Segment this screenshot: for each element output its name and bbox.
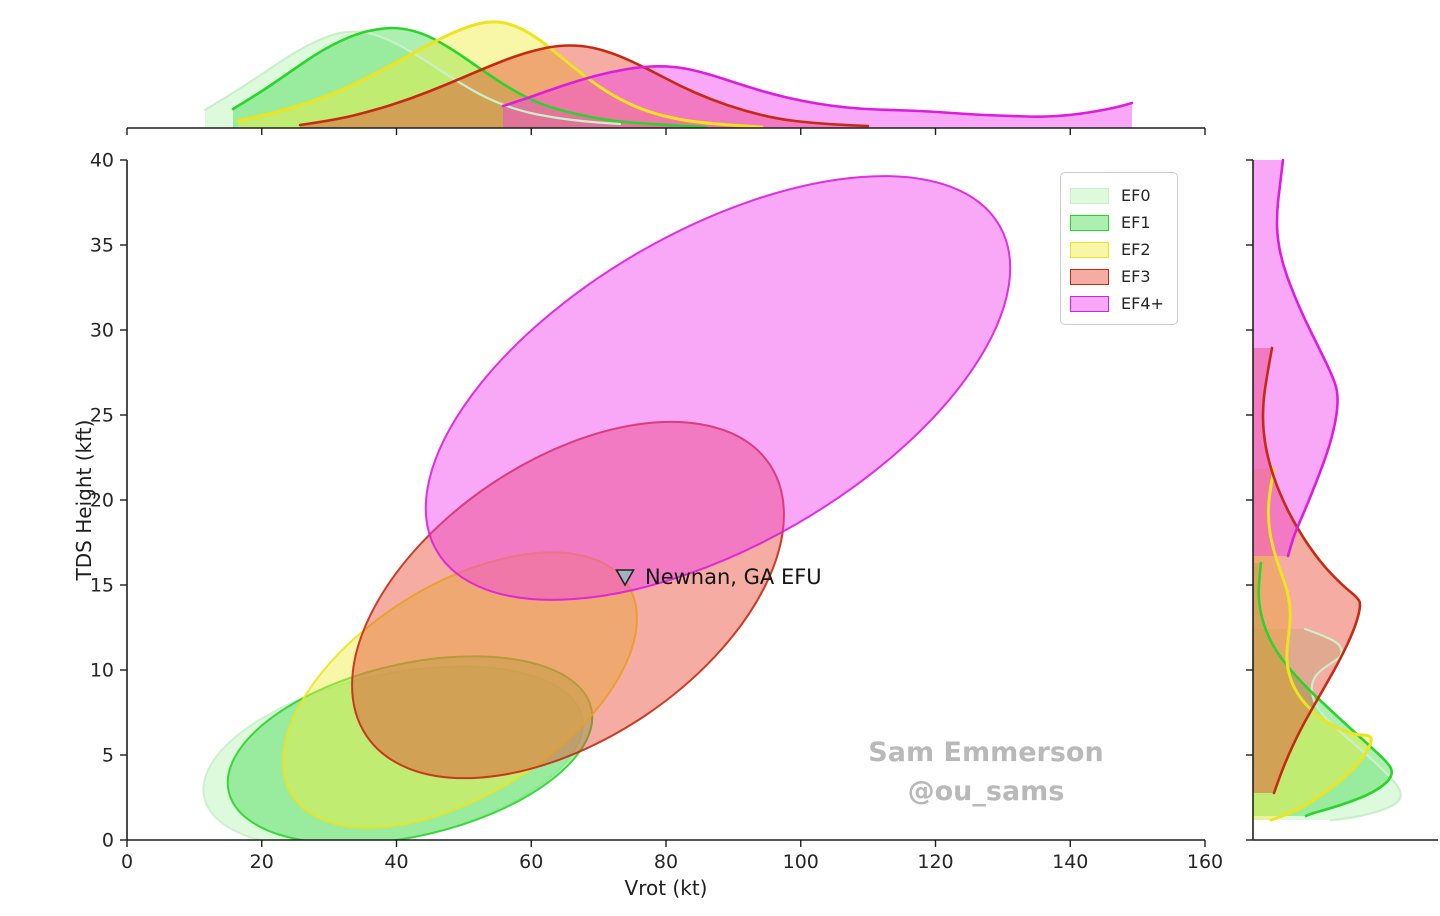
top-kde-area-EF1 bbox=[233, 28, 706, 128]
legend-label: EF2 bbox=[1121, 239, 1151, 259]
ellipse-EF2 bbox=[282, 551, 638, 829]
watermark-line2: @ou_sams bbox=[907, 776, 1065, 807]
legend-swatch-EF3 bbox=[1070, 268, 1109, 285]
top-kde-line-EF2 bbox=[236, 20, 764, 129]
legend-swatch-EF1 bbox=[1070, 214, 1109, 231]
x-tick-label: 160 bbox=[1187, 851, 1223, 873]
legend-row-EF2: EF2 bbox=[1070, 236, 1167, 263]
legend-swatch-EF4+ bbox=[1070, 295, 1109, 312]
x-tick-label: 80 bbox=[654, 851, 678, 873]
legend-swatch-EF0 bbox=[1070, 187, 1109, 204]
legend-row-EF4+: EF4+ bbox=[1070, 290, 1167, 317]
x-axis-title: Vrot (kt) bbox=[624, 876, 708, 900]
ellipse-group bbox=[202, 175, 1012, 840]
top-marginal-kde-fills bbox=[205, 21, 1132, 129]
y-tick-label: 35 bbox=[90, 235, 114, 257]
legend-label: EF4+ bbox=[1121, 293, 1164, 313]
top-kde-area-EF3 bbox=[300, 45, 868, 128]
legend-swatch-EF2 bbox=[1070, 241, 1109, 258]
y-tick-label: 15 bbox=[90, 575, 114, 597]
top-kde-line-EF3 bbox=[298, 44, 870, 128]
y-tick-label: 5 bbox=[102, 745, 114, 767]
y-tick-label: 30 bbox=[90, 320, 114, 342]
right-kde-line-EF3 bbox=[1261, 346, 1362, 795]
x-tick-label: 40 bbox=[384, 851, 408, 873]
x-tick-label: 140 bbox=[1052, 851, 1088, 873]
top-kde-area-EF4+ bbox=[503, 66, 1132, 128]
annotation-label: Newnan, GA EFU bbox=[645, 565, 822, 589]
y-tick-label: 25 bbox=[90, 405, 114, 427]
right-kde-line-EF4+ bbox=[1275, 158, 1339, 558]
legend-row-EF0: EF0 bbox=[1070, 182, 1167, 209]
top-kde-area-EF2 bbox=[238, 21, 762, 128]
right-marginal-kde-fills bbox=[1253, 160, 1401, 820]
right-kde-line-EF1 bbox=[1257, 561, 1394, 818]
right-kde-area-EF3 bbox=[1253, 348, 1360, 793]
right-kde-area-EF1 bbox=[1253, 563, 1392, 816]
y-tick-label: 10 bbox=[90, 660, 114, 682]
legend-label: EF1 bbox=[1121, 212, 1151, 232]
legend-row-EF3: EF3 bbox=[1070, 263, 1167, 290]
ellipse-EF4+ bbox=[424, 175, 1012, 601]
y-tick-label: 40 bbox=[90, 150, 114, 172]
y-tick-label: 0 bbox=[102, 830, 114, 852]
watermark: Sam Emmerson @ou_sams bbox=[830, 733, 1142, 811]
legend-row-EF1: EF1 bbox=[1070, 209, 1167, 236]
x-tick-label: 120 bbox=[917, 851, 953, 873]
right-kde-line-EF0 bbox=[1303, 627, 1402, 822]
legend-label: EF3 bbox=[1121, 266, 1151, 286]
y-axis-title: TDS Height (kft) bbox=[72, 419, 96, 581]
legend-label: EF0 bbox=[1121, 185, 1151, 205]
x-tick-label: 60 bbox=[519, 851, 543, 873]
x-tick-label: 100 bbox=[783, 851, 819, 873]
kde-lines bbox=[203, 20, 1402, 822]
legend: EF0 EF1 EF2 EF3 EF4+ bbox=[1060, 172, 1178, 325]
top-kde-line-EF0 bbox=[203, 30, 622, 126]
y-tick-label: 20 bbox=[90, 490, 114, 512]
x-tick-label: 20 bbox=[250, 851, 274, 873]
triangle-down-icon bbox=[615, 569, 635, 587]
x-tick-label: 0 bbox=[121, 851, 133, 873]
ellipse-EF1 bbox=[226, 655, 594, 840]
top-kde-line-EF1 bbox=[231, 26, 708, 129]
watermark-line1: Sam Emmerson bbox=[868, 737, 1104, 768]
ticks bbox=[120, 128, 1253, 847]
top-kde-line-EF4+ bbox=[501, 65, 1134, 118]
right-kde-area-EF4+ bbox=[1253, 160, 1338, 556]
tick-labels: 0 20 40 60 80 100 120 140 160 0 5 10 15 20 25 30 35 40 bbox=[90, 150, 1223, 874]
